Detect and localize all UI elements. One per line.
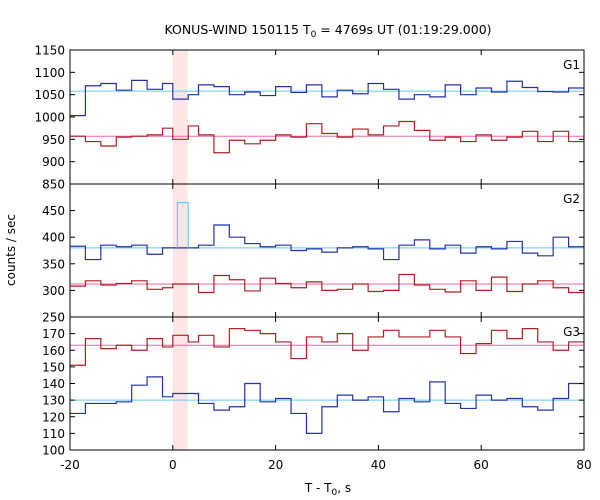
y-tick-label: 250 (42, 311, 65, 325)
y-tick-label: 1100 (34, 66, 65, 80)
y-tick-label: 160 (42, 344, 65, 358)
x-tick-label: 40 (371, 458, 386, 472)
x-tick-label: 20 (268, 458, 283, 472)
y-tick-label: 1150 (34, 44, 65, 58)
x-tick-label: 80 (576, 458, 591, 472)
series-step-line (70, 224, 584, 261)
y-tick-label: 100 (42, 444, 65, 458)
y-axis-label: counts / sec (4, 214, 18, 286)
y-tick-label: 400 (42, 231, 65, 245)
y-tick-label: 1050 (34, 88, 65, 102)
y-tick-label: 150 (42, 360, 65, 374)
y-tick-label: 900 (42, 155, 65, 169)
y-tick-label: 300 (42, 284, 65, 298)
y-tick-label: 110 (42, 427, 65, 441)
y-tick-label: 450 (42, 204, 65, 218)
x-axis-label: T - T0, s (304, 481, 351, 498)
x-tick-label: -20 (60, 458, 80, 472)
series-step-line (70, 376, 584, 434)
panel-name: G3 (563, 325, 580, 339)
panel-name: G2 (563, 192, 580, 206)
y-tick-label: 350 (42, 257, 65, 271)
highlight-band (172, 50, 188, 450)
plot-area: 8509009501000105011001150G12503003504004… (34, 44, 591, 473)
series-step-line (70, 120, 584, 154)
x-tick-label: 0 (169, 458, 177, 472)
chart-title: KONUS-WIND 150115 T0 = 4769s UT (01:19:2… (164, 22, 491, 40)
y-tick-label: 850 (42, 178, 65, 192)
y-tick-label: 140 (42, 377, 65, 391)
series-step-line (70, 328, 584, 366)
y-tick-label: 130 (42, 394, 65, 408)
y-tick-label: 950 (42, 133, 65, 147)
series-step-line (176, 202, 189, 248)
y-tick-label: 1000 (34, 111, 65, 125)
panel-name: G1 (563, 58, 580, 72)
series-step-line (70, 273, 584, 294)
x-tick-label: 60 (474, 458, 489, 472)
series-step-line (70, 79, 584, 117)
y-tick-label: 120 (42, 410, 65, 424)
y-tick-label: 170 (42, 327, 65, 341)
